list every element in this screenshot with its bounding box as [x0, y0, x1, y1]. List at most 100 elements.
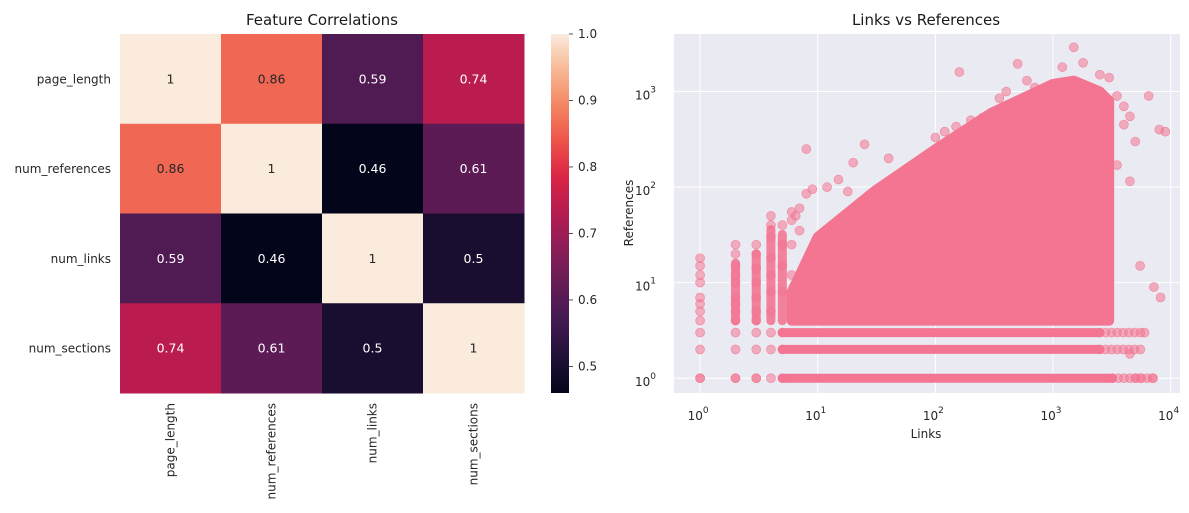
- scatter-point: [766, 287, 776, 297]
- scatter-point: [695, 344, 705, 355]
- scatter-point: [751, 315, 762, 326]
- scatter-point: [777, 261, 788, 271]
- scatter-point: [730, 373, 741, 383]
- scatter-point: [790, 211, 801, 221]
- scatter-point: [1112, 91, 1122, 101]
- heatmap-row-labels: page_length num_references num_links num_se…: [15, 72, 111, 355]
- heatmap-cell-value: 0.5: [363, 341, 383, 356]
- scatter-point: [994, 93, 1005, 104]
- colorbar-tick-label: 1.0: [578, 27, 597, 41]
- y-axis-label: References: [622, 180, 636, 247]
- scatter-point: [1139, 327, 1150, 338]
- heatmap-cell: [120, 123, 222, 214]
- scatter-point: [766, 211, 776, 221]
- scatter-point: [1078, 57, 1088, 68]
- scatter-point: [695, 270, 705, 280]
- scatter-point: [751, 239, 762, 250]
- heatmap-cell: [221, 213, 323, 304]
- scatter-point: [895, 174, 905, 185]
- scatter-point: [848, 157, 858, 168]
- scatter-point: [1125, 111, 1135, 122]
- scatter-point: [695, 315, 705, 326]
- scatter-point: [695, 373, 705, 383]
- scatter-point: [751, 277, 762, 288]
- heatmap-cell: [423, 34, 525, 125]
- scatter-point: [930, 132, 941, 143]
- scatter-point: [1112, 160, 1122, 170]
- scatter-point: [794, 203, 805, 214]
- scatter-point: [1160, 126, 1171, 137]
- scatter-point: [966, 115, 976, 126]
- scatter-point: [822, 182, 832, 192]
- scatter-point: [730, 249, 741, 259]
- scatter-point: [1001, 86, 1012, 97]
- scatter-point: [1149, 282, 1159, 292]
- scatter-point: [1135, 261, 1145, 271]
- scatter-point: [833, 174, 844, 185]
- scatter-point: [766, 344, 776, 355]
- heatmap-cell-value: 1: [268, 161, 276, 176]
- heatmap-cell: [423, 303, 525, 394]
- scatter-point: [777, 327, 788, 338]
- x-tick-labels: 100 101 102 103 104: [688, 406, 1180, 423]
- scatter-point: [751, 373, 762, 383]
- x-tick-label: 103: [1041, 406, 1062, 423]
- heatmap-cell: [120, 303, 222, 394]
- colorbar-tick-label: 0.8: [578, 160, 597, 174]
- scatter-point: [766, 373, 776, 383]
- scatter-point: [1022, 75, 1032, 86]
- scatter-title: Links vs References: [852, 11, 1000, 29]
- heatmap-cell-value: 0.59: [359, 71, 387, 86]
- scatter-point: [1147, 373, 1158, 383]
- scatter-point: [730, 292, 741, 303]
- y-tick-label: 103: [635, 86, 656, 103]
- scatter-point: [751, 249, 762, 259]
- scatter-point: [977, 113, 988, 123]
- heatmap-cells: 1 0.86 0.59 0.74 0.86 1 0.46 0.61 0.59 0.46 1 0.5 0.…: [120, 34, 525, 394]
- scatter-point: [939, 126, 950, 137]
- scatter-point: [730, 344, 741, 355]
- scatter-panel: Links vs References 100 101 102 103 104 1001…: [622, 11, 1180, 441]
- heatmap-cell: [423, 213, 525, 304]
- scatter-point: [730, 315, 741, 326]
- scatter-point: [794, 225, 805, 236]
- scatter-point: [1143, 91, 1154, 101]
- scatter-point: [1135, 373, 1145, 383]
- scatter-point: [777, 287, 788, 297]
- heatmap-cell-value: 0.59: [157, 251, 185, 266]
- scatter-point: [1104, 72, 1114, 83]
- scatter-point: [751, 263, 762, 274]
- scatter-point: [951, 121, 961, 132]
- scatter-point: [859, 139, 870, 150]
- scatter-point: [695, 253, 705, 264]
- scatter-point: [1130, 136, 1141, 147]
- scatter-point: [730, 270, 741, 280]
- heatmap-col-label: num_links: [366, 403, 380, 463]
- dense-point-cloud: [786, 75, 1115, 326]
- heatmap-cell-value: 1: [369, 251, 377, 266]
- x-tick-label: 104: [1158, 406, 1179, 423]
- scatter-point: [766, 306, 776, 317]
- scatter-point: [1048, 84, 1058, 95]
- heatmap-title: Feature Correlations: [246, 11, 398, 29]
- scatter-point: [807, 184, 818, 195]
- scatter-point: [695, 327, 705, 338]
- scatter-point: [1095, 69, 1105, 80]
- scatter-point: [1057, 62, 1068, 72]
- heatmap-cell-value: 0.46: [359, 161, 387, 176]
- colorbar-tick-label: 0.7: [578, 226, 597, 240]
- x-tick-label: 102: [923, 406, 944, 423]
- scatter-point: [1119, 101, 1129, 112]
- scatter-point: [777, 239, 788, 250]
- heatmap-cell: [423, 123, 525, 214]
- heatmap-col-label: page_length: [164, 403, 178, 477]
- heatmap-row-label: num_links: [51, 252, 111, 266]
- scatter-point: [1135, 344, 1146, 355]
- heatmap-cell: [221, 303, 323, 394]
- heatmap-row-label: page_length: [37, 72, 111, 86]
- scatter-point: [730, 261, 741, 271]
- heatmap-cell-value: 0.61: [258, 341, 286, 356]
- scatter-point: [842, 186, 853, 197]
- heatmap-cell-value: 0.74: [157, 341, 185, 356]
